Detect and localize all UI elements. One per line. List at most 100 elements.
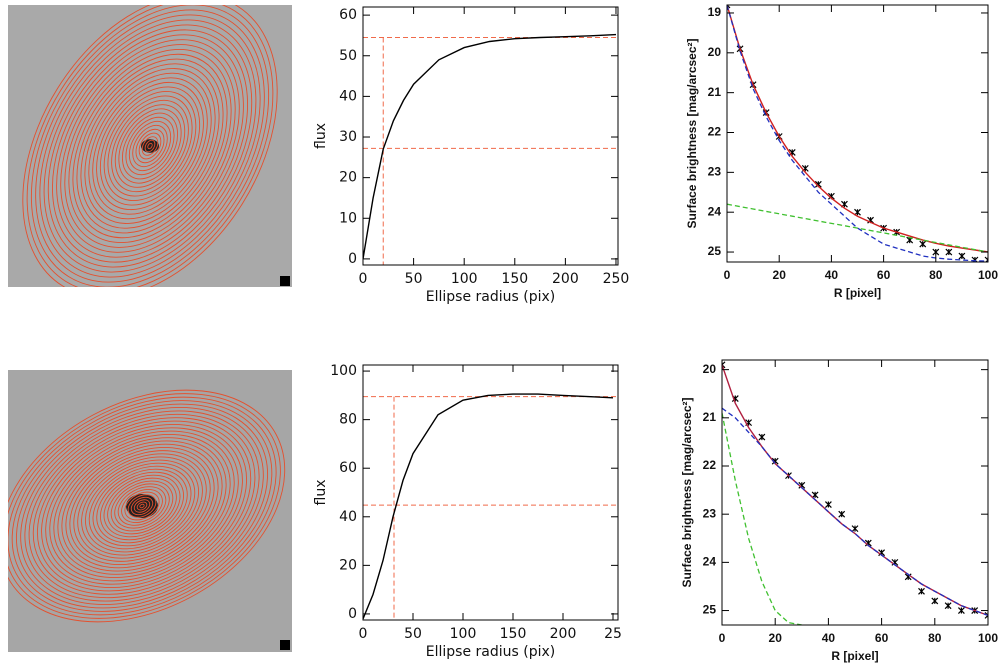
isophote <box>64 44 236 248</box>
isophote <box>30 5 270 287</box>
series-line <box>727 5 988 253</box>
y-axis-label: flux <box>313 480 329 506</box>
isophote <box>61 440 223 572</box>
series-line <box>722 364 988 617</box>
y-tick-label: 80 <box>339 412 357 428</box>
y-tick-label: 40 <box>339 88 357 104</box>
isophote <box>8 393 281 619</box>
isophote <box>96 81 204 211</box>
isophote <box>114 483 170 529</box>
data-point <box>824 501 832 508</box>
isophote <box>60 39 240 253</box>
y-tick-label: 10 <box>339 210 357 226</box>
data-point <box>984 256 988 262</box>
plot-frame <box>721 359 989 626</box>
isophote <box>41 424 243 588</box>
scale-box <box>280 276 290 286</box>
x-axis-label: R [pixel] <box>834 286 881 300</box>
isophote <box>39 14 261 278</box>
data-point <box>931 597 939 605</box>
isophote <box>45 427 239 585</box>
series-line <box>727 5 988 262</box>
isophote <box>125 116 175 176</box>
isophote <box>124 491 160 521</box>
isophote <box>127 494 157 518</box>
isophote <box>99 86 201 206</box>
x-tick-label: 150 <box>500 626 527 642</box>
y-tick-label: 60 <box>339 460 357 476</box>
isophote <box>132 124 168 168</box>
x-tick-label: 150 <box>501 271 528 287</box>
data-point <box>944 602 952 610</box>
isophote <box>110 480 174 532</box>
series-line <box>722 407 988 617</box>
data-point <box>851 525 859 533</box>
y-tick-label: 30 <box>339 129 357 145</box>
isophote <box>43 19 257 273</box>
x-tick-label: 60 <box>877 268 891 282</box>
scale-box <box>280 640 290 650</box>
data-point <box>918 587 925 595</box>
data-point <box>932 248 940 256</box>
y-tick-label: 20 <box>339 557 357 573</box>
y-tick-label: 40 <box>339 509 357 525</box>
plot-frame <box>362 364 619 621</box>
isophote <box>88 462 196 550</box>
isophote <box>76 58 224 234</box>
isophote <box>118 108 182 184</box>
isophote <box>69 446 215 566</box>
data-point <box>838 510 846 518</box>
data-point <box>758 433 766 441</box>
isophote <box>130 496 154 516</box>
y-tick-label: 0 <box>348 606 357 622</box>
isophote <box>77 453 207 559</box>
isophote <box>133 499 151 513</box>
isophote <box>99 471 185 541</box>
plot-frame <box>726 4 989 263</box>
isophote <box>147 142 153 150</box>
x-axis-label: Ellipse radius (pix) <box>426 644 555 660</box>
isophote <box>107 477 177 535</box>
x-tick-label: 200 <box>550 626 577 642</box>
x-tick-label: 50 <box>405 271 423 287</box>
isophote <box>68 48 232 244</box>
isophote <box>136 501 148 511</box>
isophote <box>22 5 278 287</box>
x-tick-label: 0 <box>719 631 726 645</box>
chart: 0 50 100 150 200 250 0 10 20 30 40 50 60 Ellipse radi… <box>313 6 629 305</box>
isophote <box>84 459 200 553</box>
isophote <box>73 450 211 562</box>
isophote <box>20 407 264 605</box>
isophote <box>107 95 193 197</box>
y-tick-label: 60 <box>339 7 357 23</box>
isophote <box>26 5 274 287</box>
plot-frame <box>362 6 619 266</box>
isophote <box>92 465 192 547</box>
isophote <box>28 413 256 599</box>
y-tick-label: 22 <box>703 458 717 472</box>
isophote <box>57 437 227 575</box>
galaxy-core <box>126 494 158 518</box>
x-tick-label: 0 <box>724 268 731 282</box>
y-tick-label: 21 <box>708 85 722 99</box>
isophote <box>35 9 265 283</box>
isophotes <box>22 5 278 287</box>
y-tick-label: 24 <box>708 204 722 218</box>
x-tick-label: 20 <box>769 631 783 645</box>
y-axis-label: flux <box>313 123 329 149</box>
x-tick-label: 0 <box>359 271 368 287</box>
data-point <box>727 5 731 9</box>
data-point <box>945 248 953 256</box>
y-tick-label: 100 <box>330 363 357 379</box>
series-line <box>727 203 988 253</box>
isophotes <box>8 389 286 623</box>
isophote <box>114 104 186 188</box>
x-tick-label: 100 <box>451 271 478 287</box>
series-line <box>363 393 614 620</box>
data-point <box>984 611 988 619</box>
isophote <box>81 456 203 556</box>
y-tick-label: 25 <box>703 603 717 617</box>
galaxy-images <box>8 5 292 652</box>
